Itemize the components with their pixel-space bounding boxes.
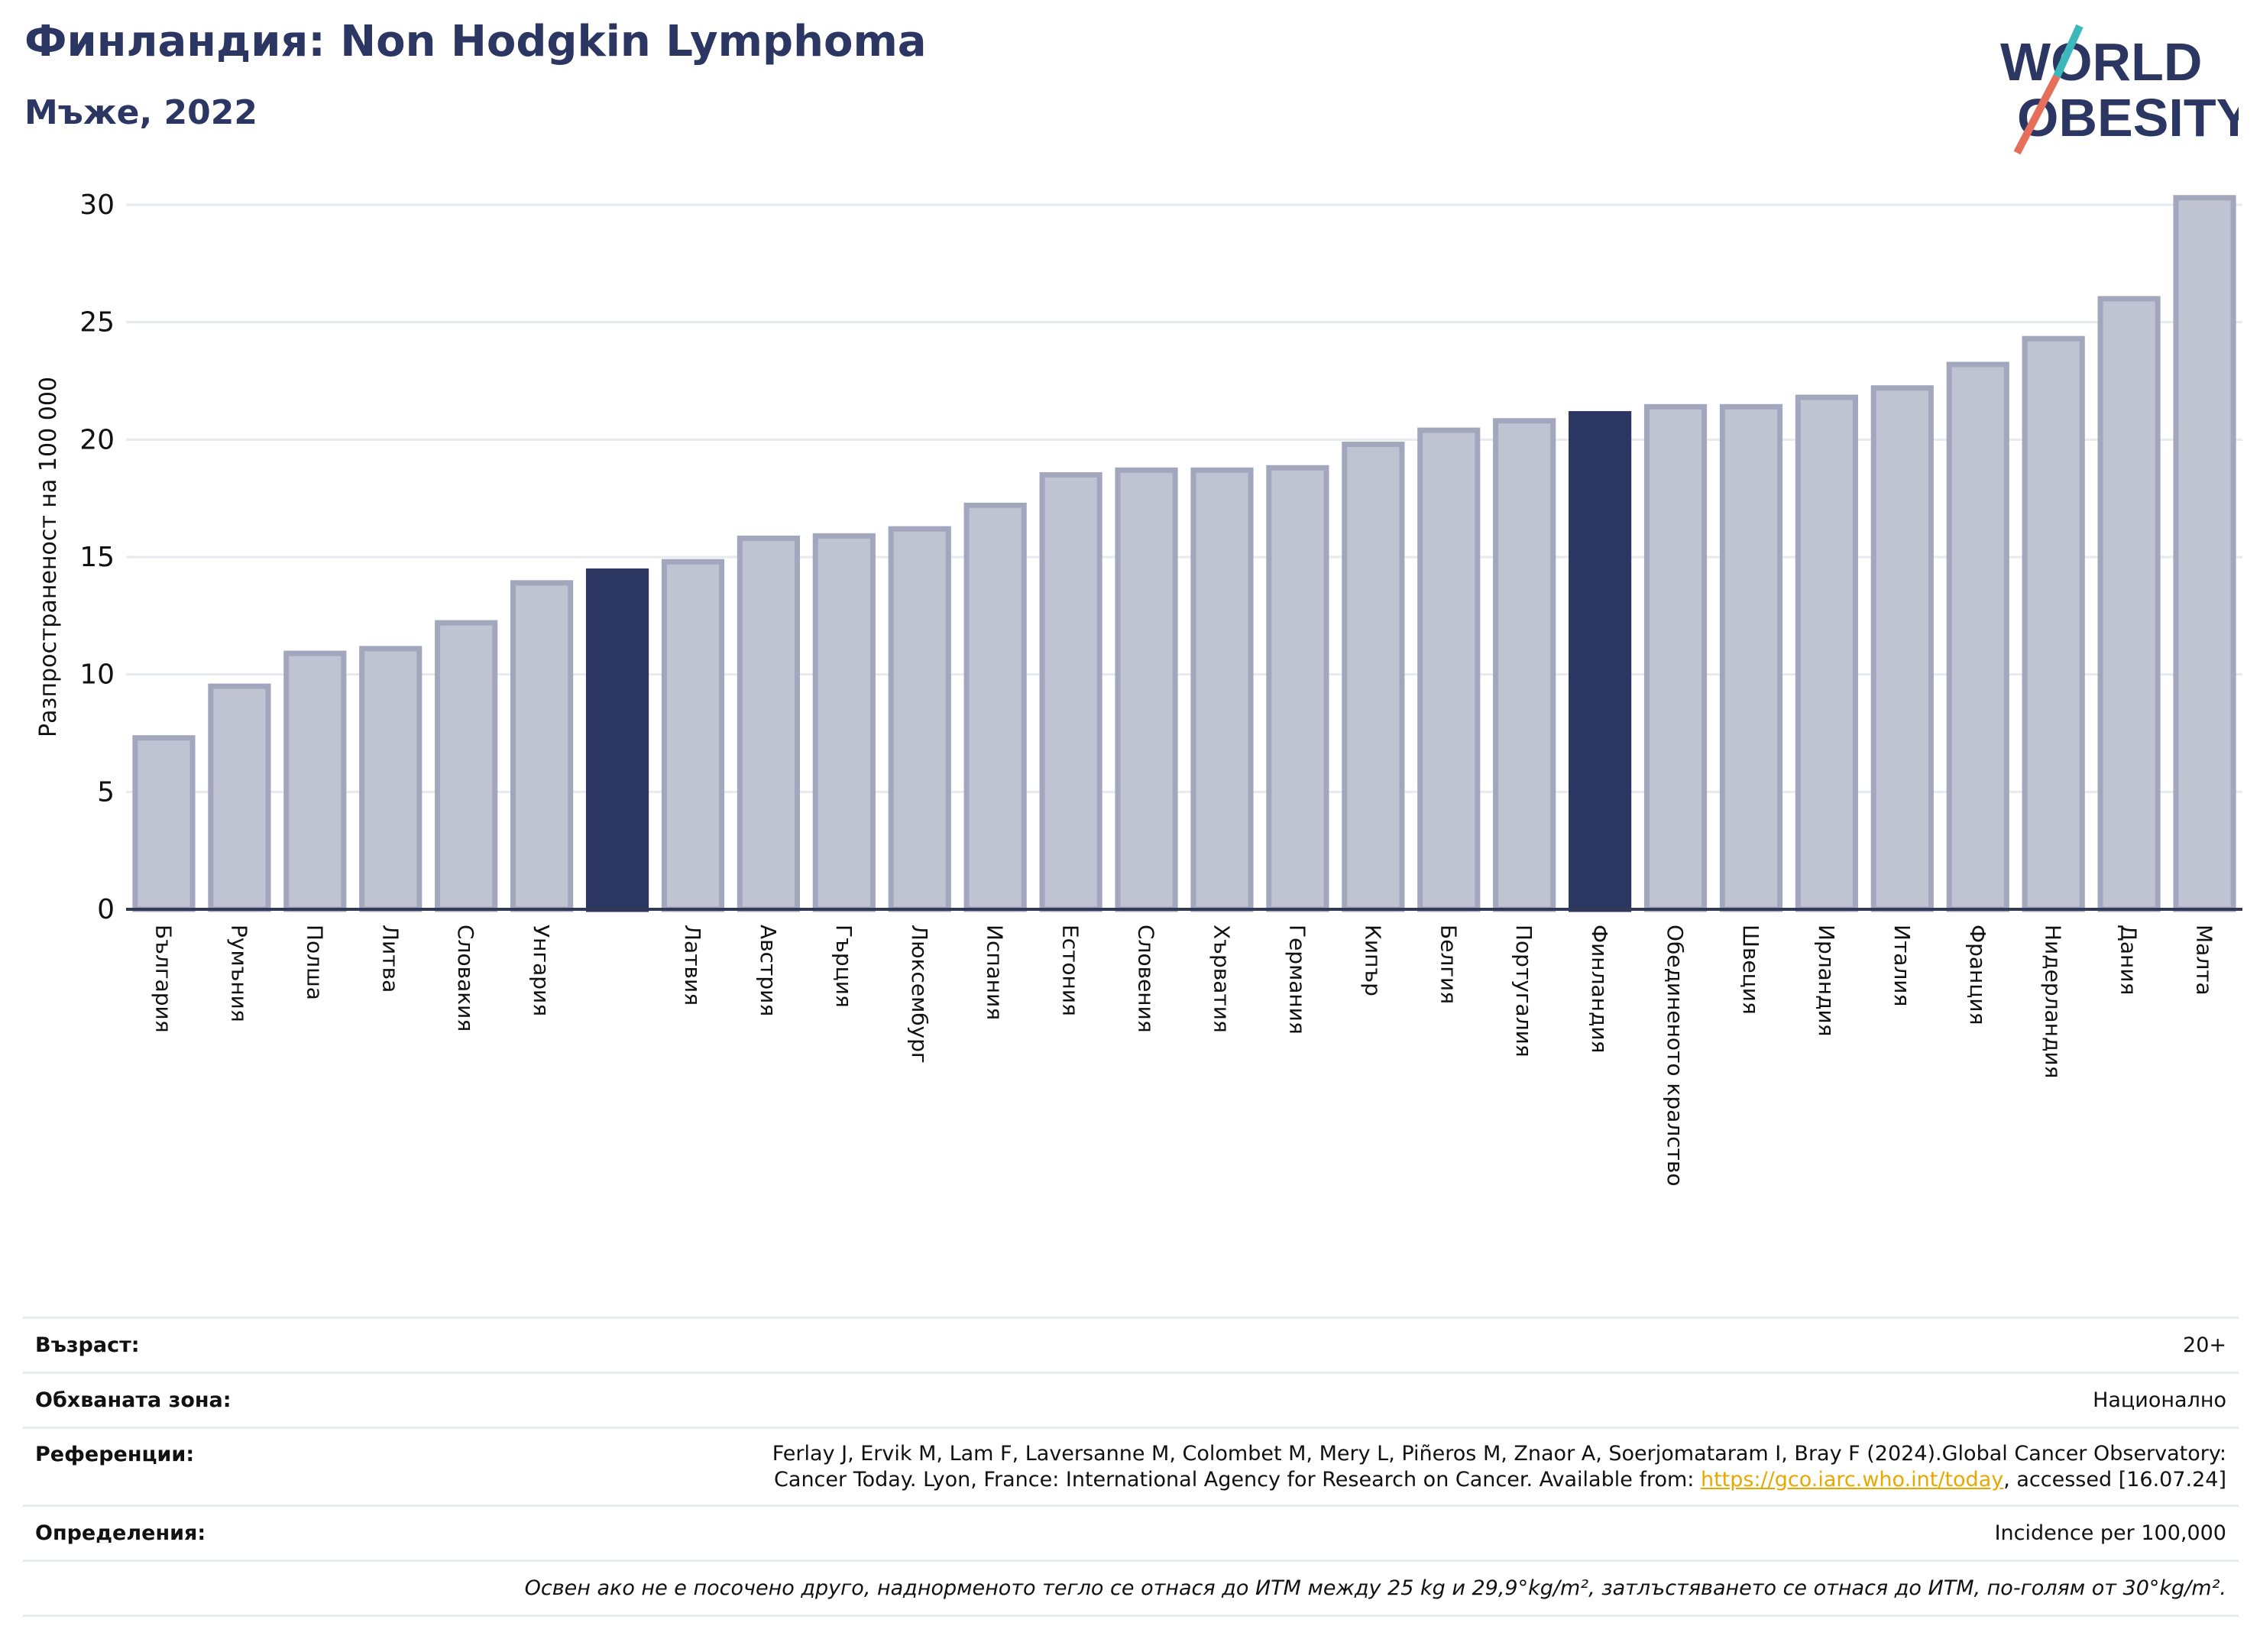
x-tick-label: Испания	[983, 925, 1008, 1020]
bar	[1643, 403, 1708, 912]
bar	[208, 683, 271, 912]
bar	[963, 502, 1027, 912]
definitions-label: Определения:	[23, 1505, 311, 1561]
x-tick-label: Хърватия	[1209, 925, 1234, 1033]
x-tick-label: Австрия	[756, 925, 781, 1016]
y-tick-label: 20	[79, 424, 115, 455]
bar	[1266, 465, 1329, 912]
bar	[2022, 335, 2085, 912]
logo-text-obesity: OBESITY	[2017, 88, 2239, 147]
x-tick-label: Литва	[377, 925, 403, 993]
area-label: Обхваната зона:	[23, 1372, 311, 1428]
bar	[2173, 195, 2236, 912]
x-tick-label: Белгия	[1436, 925, 1461, 1004]
info-row-references: Референции: Ferlay J, Ervik M, Lam F, La…	[23, 1427, 2239, 1506]
info-row-note: Освен ако не е посочено друго, наднормен…	[23, 1560, 2239, 1617]
reference-accessed: , accessed [16.07.24]	[2003, 1467, 2226, 1492]
x-tick-label: Дания	[2116, 925, 2142, 995]
age-label: Възраст:	[23, 1317, 311, 1373]
bar	[1795, 394, 1858, 912]
x-tick-label: Португалия	[1511, 925, 1536, 1058]
info-row-area: Обхваната зона: Национално	[23, 1372, 2239, 1428]
info-row-age: Възраст: 20+	[23, 1317, 2239, 1373]
x-tick-label: Люксембург	[907, 925, 932, 1064]
y-tick-label: 5	[97, 776, 115, 808]
age-value: 20+	[310, 1317, 2239, 1373]
info-table: Възраст: 20+ Обхваната зона: Национално …	[23, 1317, 2239, 1617]
bar	[1039, 471, 1102, 912]
bar	[1417, 427, 1481, 912]
bar	[1946, 361, 2009, 912]
bar-highlight	[585, 568, 649, 912]
bar	[132, 735, 196, 912]
definitions-value: Incidence per 100,000	[310, 1505, 2239, 1561]
bar	[1342, 441, 1405, 912]
reference-line-2: Cancer Today. Lyon, France: Internationa…	[322, 1467, 2226, 1493]
x-tick-label: Латвия	[680, 925, 705, 1006]
x-tick-label: Естония	[1058, 925, 1083, 1016]
area-value: Национално	[310, 1372, 2239, 1428]
y-tick-label: 10	[79, 659, 115, 691]
world-obesity-logo: WORLD OBESITY	[2000, 24, 2239, 155]
x-tick-label: Кипър	[1360, 925, 1385, 996]
x-tick-label: Италия	[1889, 925, 1915, 1006]
bar	[888, 526, 951, 912]
x-tick-label: Унгария	[529, 925, 554, 1016]
references-label: Референции:	[23, 1427, 311, 1506]
bar	[435, 620, 498, 912]
x-tick-label: Обединеното кралство	[1663, 925, 1688, 1186]
x-tick-label: България	[151, 925, 176, 1033]
chart-title: Финландия: Non Hodgkin Lymphoma	[24, 17, 927, 66]
bar	[1190, 467, 1254, 912]
y-tick-label: 0	[97, 894, 115, 925]
chart-subtitle: Мъже, 2022	[24, 93, 257, 132]
y-axis-label: Разпространеност на 100 000	[35, 377, 62, 737]
y-tick-label: 30	[79, 189, 115, 221]
x-tick-label: Малта	[2192, 925, 2217, 996]
x-tick-label: Франция	[1965, 925, 1990, 1025]
bar	[1493, 418, 1556, 912]
bar	[1719, 403, 1783, 912]
x-tick-label: Словакия	[453, 925, 478, 1032]
bar	[1115, 467, 1178, 912]
logo-text-world: WORLD	[2000, 32, 2202, 92]
x-tick-label: Румъния	[226, 925, 251, 1022]
x-tick-label: Словения	[1134, 925, 1159, 1033]
bar	[510, 580, 574, 912]
bar-highlight	[1569, 411, 1632, 912]
info-row-definitions: Определения: Incidence per 100,000	[23, 1505, 2239, 1561]
x-tick-label: Германия	[1284, 925, 1310, 1035]
reference-line-1: Ferlay J, Ervik M, Lam F, Laversanne M, …	[772, 1441, 2226, 1466]
logo-slash-red	[2013, 74, 2061, 155]
bar	[359, 646, 423, 912]
x-tick-label: Швеция	[1738, 925, 1763, 1015]
logo-slash-teal	[2053, 24, 2084, 79]
x-tick-label: Финландия	[1587, 925, 1612, 1053]
x-tick-label: Нидерландия	[2041, 925, 2066, 1078]
x-tick-label: Полша	[302, 925, 327, 1000]
reference-text: Cancer Today. Lyon, France: Internationa…	[774, 1467, 1701, 1492]
y-tick-label: 25	[79, 307, 115, 338]
reference-link[interactable]: https://gco.iarc.who.int/today	[1700, 1467, 2004, 1492]
x-tick-label: Гърция	[831, 925, 856, 1008]
y-tick-label: 15	[79, 542, 115, 573]
definition-note: Освен ако не е посочено друго, наднормен…	[23, 1560, 2239, 1617]
x-tick-label: Ирландия	[1814, 925, 1839, 1036]
bar-chart: 0 5 10 15 20 25 30 Разпространеност на 100 000 Б…	[35, 189, 2242, 1186]
references-value: Ferlay J, Ervik M, Lam F, Laversanne M, …	[310, 1427, 2239, 1506]
bar	[812, 533, 876, 912]
bar	[1870, 385, 1934, 912]
bar	[661, 559, 725, 912]
bar	[283, 650, 347, 912]
bar	[2097, 296, 2161, 912]
bar	[737, 535, 800, 912]
